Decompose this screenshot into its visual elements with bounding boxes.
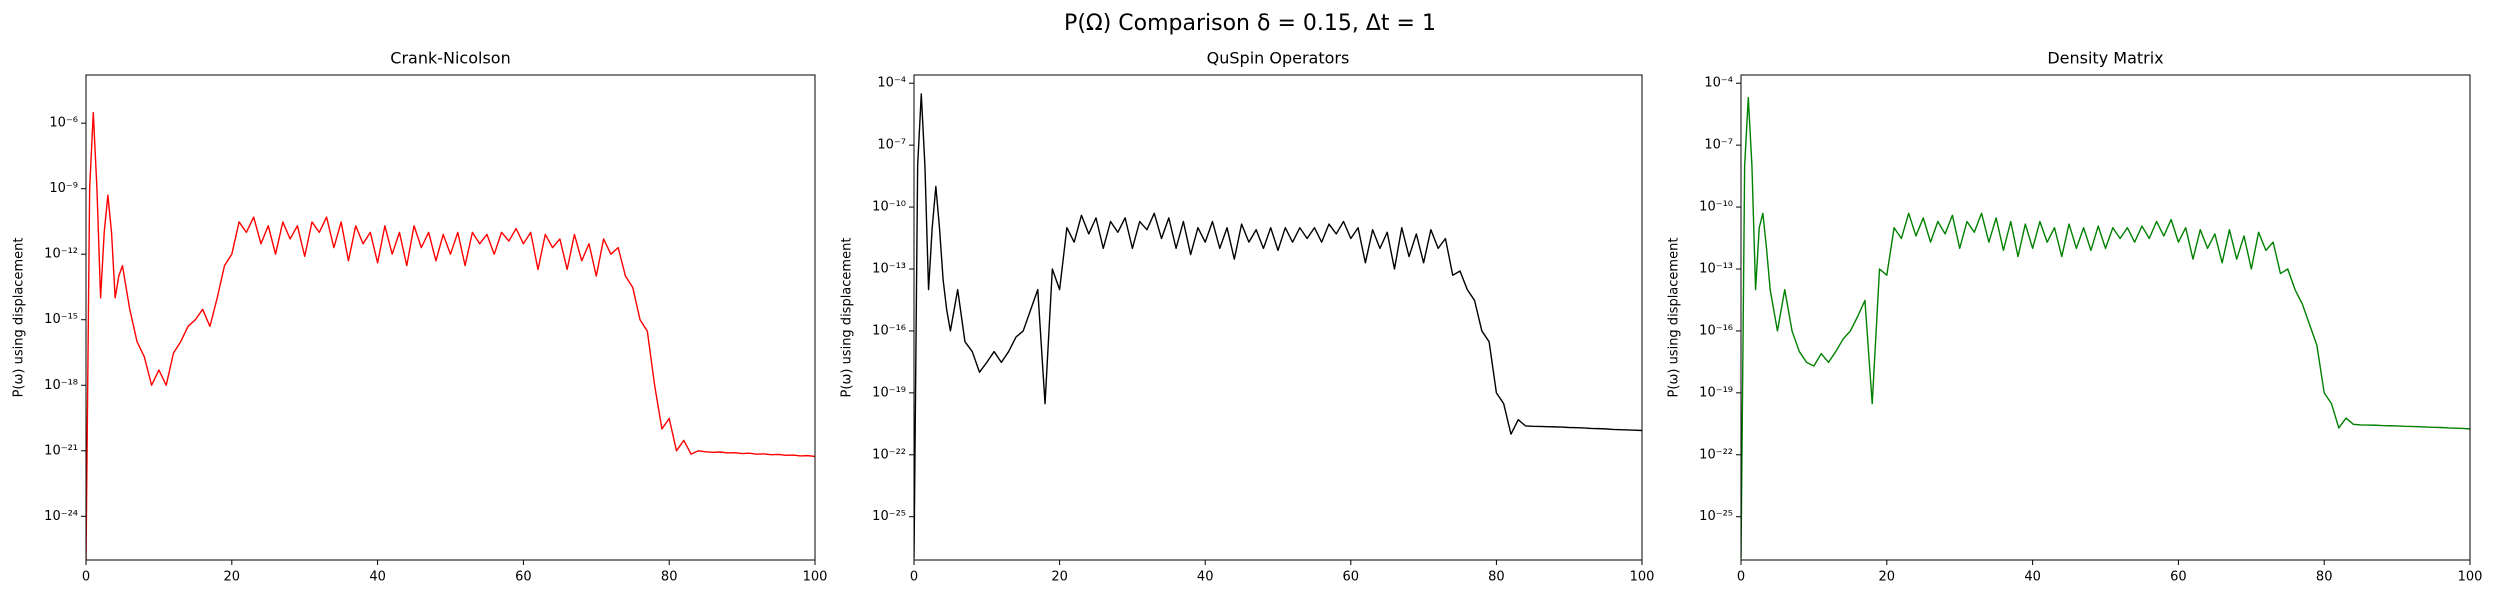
x-tick-label: 100 <box>803 570 828 585</box>
y-tick-label: 10⁻²¹ <box>44 443 78 458</box>
x-tick-label: 20 <box>1051 570 1068 585</box>
axes-frame <box>85 74 816 561</box>
y-tick-label: 10⁻²² <box>1699 447 1733 462</box>
x-tick-label: 60 <box>2170 570 2187 585</box>
x-tick-label: 80 <box>661 570 678 585</box>
x-tick-label: 100 <box>1630 570 1655 585</box>
x-tick-label: 20 <box>1879 570 1896 585</box>
x-tick-label: 0 <box>1737 570 1745 585</box>
y-tick-label: 10⁻⁴ <box>877 76 906 91</box>
subplot-title: QuSpin Operators <box>1207 49 1350 68</box>
y-tick-label: 10⁻¹⁵ <box>44 312 78 327</box>
y-tick-label: 10⁻¹⁶ <box>1699 323 1733 338</box>
x-tick-label: 100 <box>2458 570 2483 585</box>
y-tick-label: 10⁻¹³ <box>1699 262 1733 277</box>
y-tick-label: 10⁻¹⁶ <box>872 323 906 338</box>
x-tick-label: 0 <box>910 570 918 585</box>
axes-frame <box>913 74 1643 561</box>
subplot-title: Density Matrix <box>2047 49 2163 68</box>
y-axis-label: P(ω) using displacement <box>1667 238 1682 398</box>
data-line <box>1741 96 2470 559</box>
y-tick-label: 10⁻¹⁰ <box>1699 200 1733 215</box>
y-axis-label: P(ω) using displacement <box>12 238 27 398</box>
axes-frame <box>1740 74 2471 561</box>
y-tick-label: 10⁻¹³ <box>872 262 906 277</box>
figure-title: P(Ω) Comparison δ = 0.15, Δt = 1 <box>1064 11 1436 36</box>
data-line <box>914 93 1642 559</box>
y-tick-label: 10⁻²⁵ <box>872 509 906 524</box>
x-tick-label: 80 <box>1488 570 1505 585</box>
x-tick-label: 40 <box>1197 570 1214 585</box>
x-tick-label: 80 <box>2316 570 2333 585</box>
y-tick-label: 10⁻⁷ <box>877 138 906 153</box>
x-tick-label: 40 <box>2024 570 2041 585</box>
x-tick-label: 60 <box>1343 570 1360 585</box>
y-tick-label: 10⁻²⁴ <box>44 509 78 524</box>
y-tick-label: 10⁻¹⁹ <box>1699 385 1733 400</box>
y-tick-label: 10⁻⁷ <box>1704 138 1733 153</box>
data-line <box>86 112 815 560</box>
y-tick-label: 10⁻⁶ <box>49 116 78 131</box>
y-tick-label: 10⁻¹⁰ <box>872 200 906 215</box>
x-tick-label: 40 <box>369 570 386 585</box>
y-tick-label: 10⁻²⁵ <box>1699 509 1733 524</box>
x-tick-label: 20 <box>224 570 241 585</box>
y-tick-label: 10⁻¹² <box>44 247 78 262</box>
x-tick-label: 0 <box>82 570 90 585</box>
y-tick-label: 10⁻¹⁹ <box>872 385 906 400</box>
x-tick-label: 60 <box>515 570 532 585</box>
subplot-title: Crank-Nicolson <box>390 49 510 68</box>
y-tick-label: 10⁻⁹ <box>49 181 78 196</box>
y-tick-label: 10⁻²² <box>872 447 906 462</box>
y-tick-label: 10⁻¹⁸ <box>44 378 78 393</box>
y-axis-label: P(ω) using displacement <box>840 238 855 398</box>
y-tick-label: 10⁻⁴ <box>1704 76 1733 91</box>
